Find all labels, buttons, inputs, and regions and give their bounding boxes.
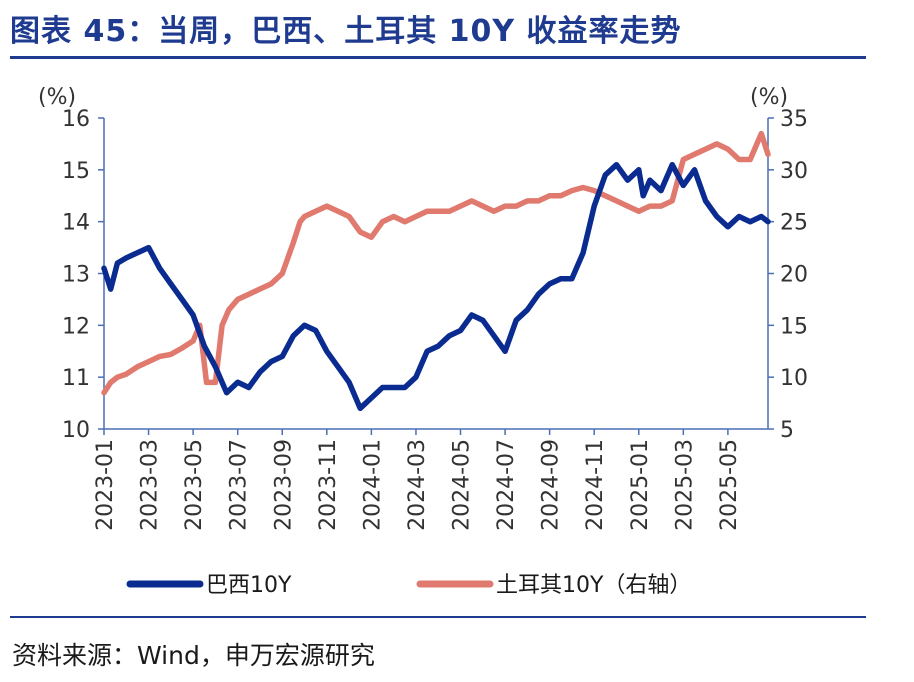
source-note: 资料来源：Wind，申万宏源研究: [12, 641, 375, 670]
x-tick-label: 2024-09: [539, 439, 564, 531]
left-tick-label: 10: [62, 418, 90, 443]
x-tick-label: 2023-03: [138, 439, 163, 531]
x-tick-label: 2023-09: [271, 439, 296, 531]
chart-legend: 巴西10Y 土耳其10Y（右轴）: [126, 573, 691, 598]
right-axis-unit: (%): [750, 85, 788, 110]
x-tick-label: 2024-05: [450, 439, 475, 531]
x-tick-label: 2025-01: [628, 439, 653, 531]
left-tick-label: 15: [62, 159, 90, 184]
legend-label-turkey: 土耳其10Y（右轴）: [496, 573, 691, 598]
x-tick-label: 2024-01: [360, 439, 385, 531]
right-tick-label: 15: [780, 314, 808, 339]
legend-label-brazil: 巴西10Y: [206, 573, 292, 598]
x-tick-label: 2024-11: [583, 439, 608, 531]
left-tick-label: 11: [62, 366, 90, 391]
x-tick-label: 2023-11: [316, 439, 341, 531]
right-tick-label: 25: [780, 211, 808, 236]
x-tick-label: 2024-07: [494, 439, 519, 531]
right-tick-label: 10: [780, 366, 808, 391]
left-tick-label: 13: [62, 263, 90, 288]
x-tick-label: 2024-03: [405, 439, 430, 531]
left-tick-label: 12: [62, 314, 90, 339]
turkey-10y-line: [101, 130, 771, 396]
right-tick-label: 5: [780, 418, 794, 443]
right-tick-label: 35: [780, 107, 808, 132]
right-tick-label: 30: [780, 159, 808, 184]
left-tick-label: 16: [62, 107, 90, 132]
line-chart: 10 11 12 13 14 15 16 5 10 15 20 25 30 35 2023-01 2023-0…: [38, 85, 808, 598]
footer-rule: [10, 616, 866, 618]
brazil-10y-line: [101, 161, 771, 412]
x-tick-label: 2025-05: [717, 439, 742, 531]
x-tick-label: 2023-07: [227, 439, 252, 531]
x-tick-label: 2023-01: [93, 439, 118, 531]
title-rule: [10, 56, 866, 59]
page-title: 图表 45：当周，巴西、土耳其 10Y 收益率走势: [10, 14, 682, 49]
chart-series: [101, 130, 771, 412]
x-tick-label: 2025-03: [672, 439, 697, 531]
right-tick-label: 20: [780, 263, 808, 288]
left-tick-label: 14: [62, 211, 90, 236]
left-axis-unit: (%): [38, 85, 76, 110]
chart-axes: 10 11 12 13 14 15 16 5 10 15 20 25 30 35 2023-01 2023-0…: [62, 107, 808, 531]
x-tick-label: 2023-05: [182, 439, 207, 531]
